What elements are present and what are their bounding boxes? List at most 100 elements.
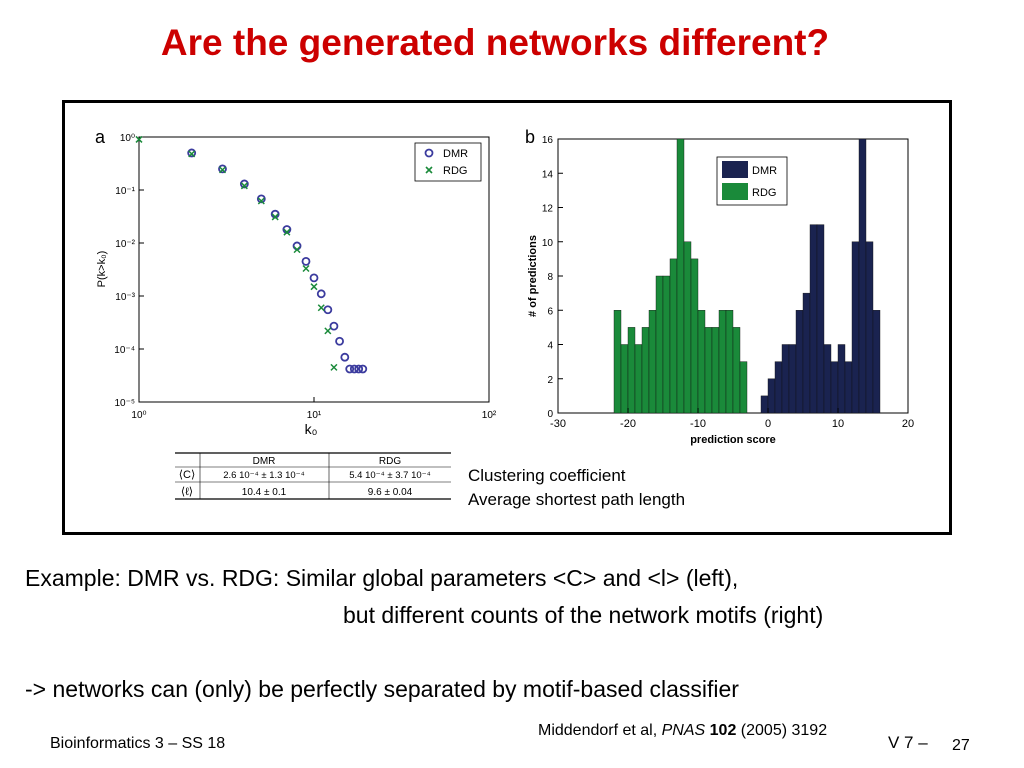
- panel-a-ytick-label: 10⁻¹: [115, 186, 135, 197]
- table-header-dmr: DMR: [253, 456, 276, 467]
- citation-volume: 102: [709, 722, 737, 739]
- slide-title: Are the generated networks different?: [160, 22, 830, 63]
- dmr-point: [354, 364, 364, 374]
- panel-b-ytick-label: 4: [547, 341, 553, 352]
- rdg-point: [188, 150, 196, 158]
- panel-a-legend: DMR RDG: [414, 142, 482, 182]
- body-line-1: Example: DMR vs. RDG: Similar global par…: [25, 565, 739, 591]
- dmr-bar: [837, 344, 846, 414]
- rdg-bar: [676, 138, 685, 414]
- panel-b-ytick-label: 10: [542, 238, 554, 249]
- dmr-point: [340, 352, 350, 362]
- citation-journal: PNAS: [661, 722, 706, 739]
- panel-b-xlabel: prediction score: [690, 434, 776, 446]
- dmr-bar: [851, 241, 860, 414]
- panel-b-xtick-label: -10: [690, 418, 706, 430]
- rdg-point: [218, 166, 227, 174]
- dmr-point: [218, 164, 227, 174]
- figure-svg: a 10⁰ 10¹ 10² 10⁰ 10⁻¹ 10⁻² 10⁻³ 10⁻⁴ 10⁻⁵ k₀ P(…: [95, 127, 914, 500]
- rdg-point: [240, 182, 248, 190]
- dmr-bar: [809, 224, 818, 414]
- footer-page-number: 27: [952, 737, 970, 754]
- rdg-bar: [627, 327, 636, 414]
- dmr-point: [335, 336, 344, 346]
- rdg-bar: [718, 310, 727, 414]
- rdg-point: [135, 135, 143, 143]
- dmr-bar: [865, 241, 874, 414]
- panel-b-ytick-label: 6: [547, 306, 553, 317]
- dmr-bar: [802, 292, 811, 414]
- dmr-point: [358, 364, 368, 374]
- dmr-bar: [858, 138, 867, 414]
- table-header-rdg: RDG: [379, 456, 401, 467]
- dmr-point: [309, 273, 319, 283]
- rdg-bar: [662, 275, 671, 414]
- dmr-point: [301, 256, 311, 266]
- panel-a-legend-box: [414, 142, 482, 182]
- dmr-bar: [774, 361, 783, 414]
- rdg-bar: [697, 310, 706, 414]
- dmr-bar: [760, 395, 769, 414]
- panel-a-ytick-label: 10⁻²: [115, 239, 135, 250]
- rdg-point: [293, 246, 301, 254]
- panel-a-label: a: [95, 127, 106, 147]
- legend-dmr-marker: [424, 148, 434, 158]
- rdg-bar: [690, 258, 699, 414]
- rdg-point: [302, 264, 310, 273]
- dmr-bar: [830, 361, 839, 414]
- rdg-bar: [711, 327, 720, 414]
- rdg-bar: [655, 275, 664, 414]
- dmr-bar: [844, 361, 853, 414]
- panel-b-ytick-label: 0: [547, 409, 553, 420]
- rdg-point: [283, 228, 291, 236]
- rdg-bar: [648, 310, 657, 414]
- footer-citation: Middendorf et al, PNAS 102 (2005) 3192: [538, 722, 827, 740]
- footer-course: Bioinformatics 3 – SS 18: [50, 735, 226, 752]
- rdg-bar: [669, 258, 678, 414]
- panel-a-points: [135, 135, 368, 374]
- panel-b-xtick-label: 20: [902, 418, 914, 430]
- panel-b-xtick-label: 10: [832, 418, 844, 430]
- dmr-point: [329, 321, 339, 331]
- table-row-c-dmr: 2.6 10⁻⁴ ± 1.3 10⁻⁴: [223, 470, 305, 481]
- dmr-point: [316, 289, 326, 299]
- table-row-l-label: ⟨ℓ⟩: [181, 486, 193, 498]
- panel-b-bars: [613, 138, 881, 414]
- dmr-bar: [816, 224, 825, 414]
- dmr-point: [292, 241, 302, 251]
- panel-b-ytick-label: 14: [542, 169, 554, 180]
- rdg-bar: [732, 327, 741, 414]
- legend-dmr-label: DMR: [443, 148, 468, 160]
- panel-a-ytick-label: 10⁻⁴: [114, 345, 135, 356]
- figure-frame: a 10⁰ 10¹ 10² 10⁰ 10⁻¹ 10⁻² 10⁻³ 10⁻⁴ 10⁻⁵ k₀ P(…: [62, 100, 952, 535]
- rdg-bar: [641, 327, 650, 414]
- dmr-bar: [767, 378, 776, 414]
- panel-b-ticks: -30 -20 -10 0 10 20 0 2 4 6 8 10 12 14 16: [542, 135, 914, 430]
- caption-path-length: Average shortest path length: [468, 490, 686, 509]
- panel-a-xtick-label: 10⁰: [131, 410, 146, 421]
- dmr-bar: [823, 344, 832, 414]
- panel-a-ylabel: P(k>k₀): [96, 251, 108, 288]
- panel-b-ytick-label: 2: [547, 375, 553, 386]
- rdg-point: [257, 197, 265, 205]
- rdg-bar: [634, 344, 643, 414]
- dmr-bar: [795, 310, 804, 414]
- panel-a-ticks: 10⁰ 10¹ 10² 10⁰ 10⁻¹ 10⁻² 10⁻³ 10⁻⁴ 10⁻⁵: [114, 133, 497, 421]
- rdg-point: [310, 283, 318, 291]
- body-line-2: but different counts of the network moti…: [343, 602, 824, 628]
- table-row-l-rdg: 9.6 ± 0.04: [368, 487, 413, 498]
- rdg-point: [271, 213, 279, 221]
- rdg-bar: [620, 344, 629, 414]
- rdg-bar: [725, 310, 734, 414]
- rdg-point: [324, 327, 332, 335]
- legend-b-rdg-swatch: [722, 183, 748, 200]
- rdg-bar: [704, 327, 713, 414]
- dmr-point: [187, 148, 197, 158]
- legend-b-dmr-swatch: [722, 161, 748, 178]
- panel-a-ytick-label: 10⁰: [120, 133, 135, 144]
- panel-a-xtick-label: 10¹: [307, 410, 322, 421]
- dmr-point: [323, 305, 333, 315]
- parameters-table: DMR RDG ⟨C⟩ 2.6 10⁻⁴ ± 1.3 10⁻⁴ 5.4 10⁻⁴…: [175, 452, 451, 500]
- citation-rest: (2005) 3192: [736, 722, 828, 739]
- citation-authors: Middendorf et al,: [538, 722, 662, 739]
